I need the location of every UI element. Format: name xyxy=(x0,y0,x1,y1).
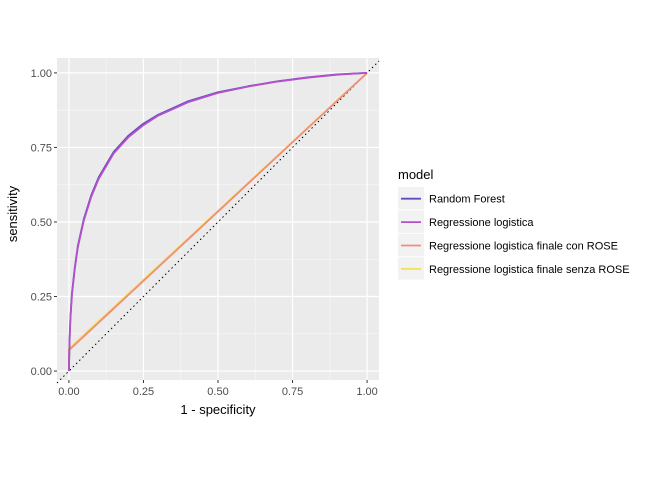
reference-diagonal xyxy=(56,60,380,384)
legend-label: Regressione logistica finale senza ROSE xyxy=(429,264,630,276)
x-tick-label: 0.75 xyxy=(282,386,303,398)
x-tick-label: 1.00 xyxy=(356,386,377,398)
y-tick-label: 0.25 xyxy=(31,292,52,304)
y-tick-label: 0.00 xyxy=(31,366,52,378)
x-tick-label: 0.00 xyxy=(58,386,79,398)
series-line-1 xyxy=(68,72,368,372)
x-tick-label: 0.50 xyxy=(207,386,228,398)
y-tick-label: 0.50 xyxy=(31,217,52,229)
legend-label: Regressione logistica finale con ROSE xyxy=(429,241,618,253)
series-lines xyxy=(68,72,368,372)
y-tick-label: 1.00 xyxy=(31,68,52,80)
y-axis-ticks: 0.00 0.25 0.50 0.75 1.00 xyxy=(31,68,57,378)
legend-label: Regressione logistica xyxy=(429,217,534,229)
y-tick-label: 0.75 xyxy=(31,142,52,154)
x-tick-label: 0.25 xyxy=(133,386,154,398)
x-axis-ticks: 0.00 0.25 0.50 0.75 1.00 xyxy=(58,380,378,398)
y-axis-title: sensitivity xyxy=(5,185,20,242)
major-gridlines xyxy=(57,58,379,380)
legend-label: Random Forest xyxy=(429,194,505,206)
diagonal-reference-line xyxy=(56,60,380,384)
x-axis-title: 1 - specificity xyxy=(180,402,256,417)
legend: model Random Forest Regressione logistica… xyxy=(398,167,630,280)
legend-title: model xyxy=(398,167,434,182)
legend-items: Random Forest Regressione logistica Regres… xyxy=(398,187,630,280)
